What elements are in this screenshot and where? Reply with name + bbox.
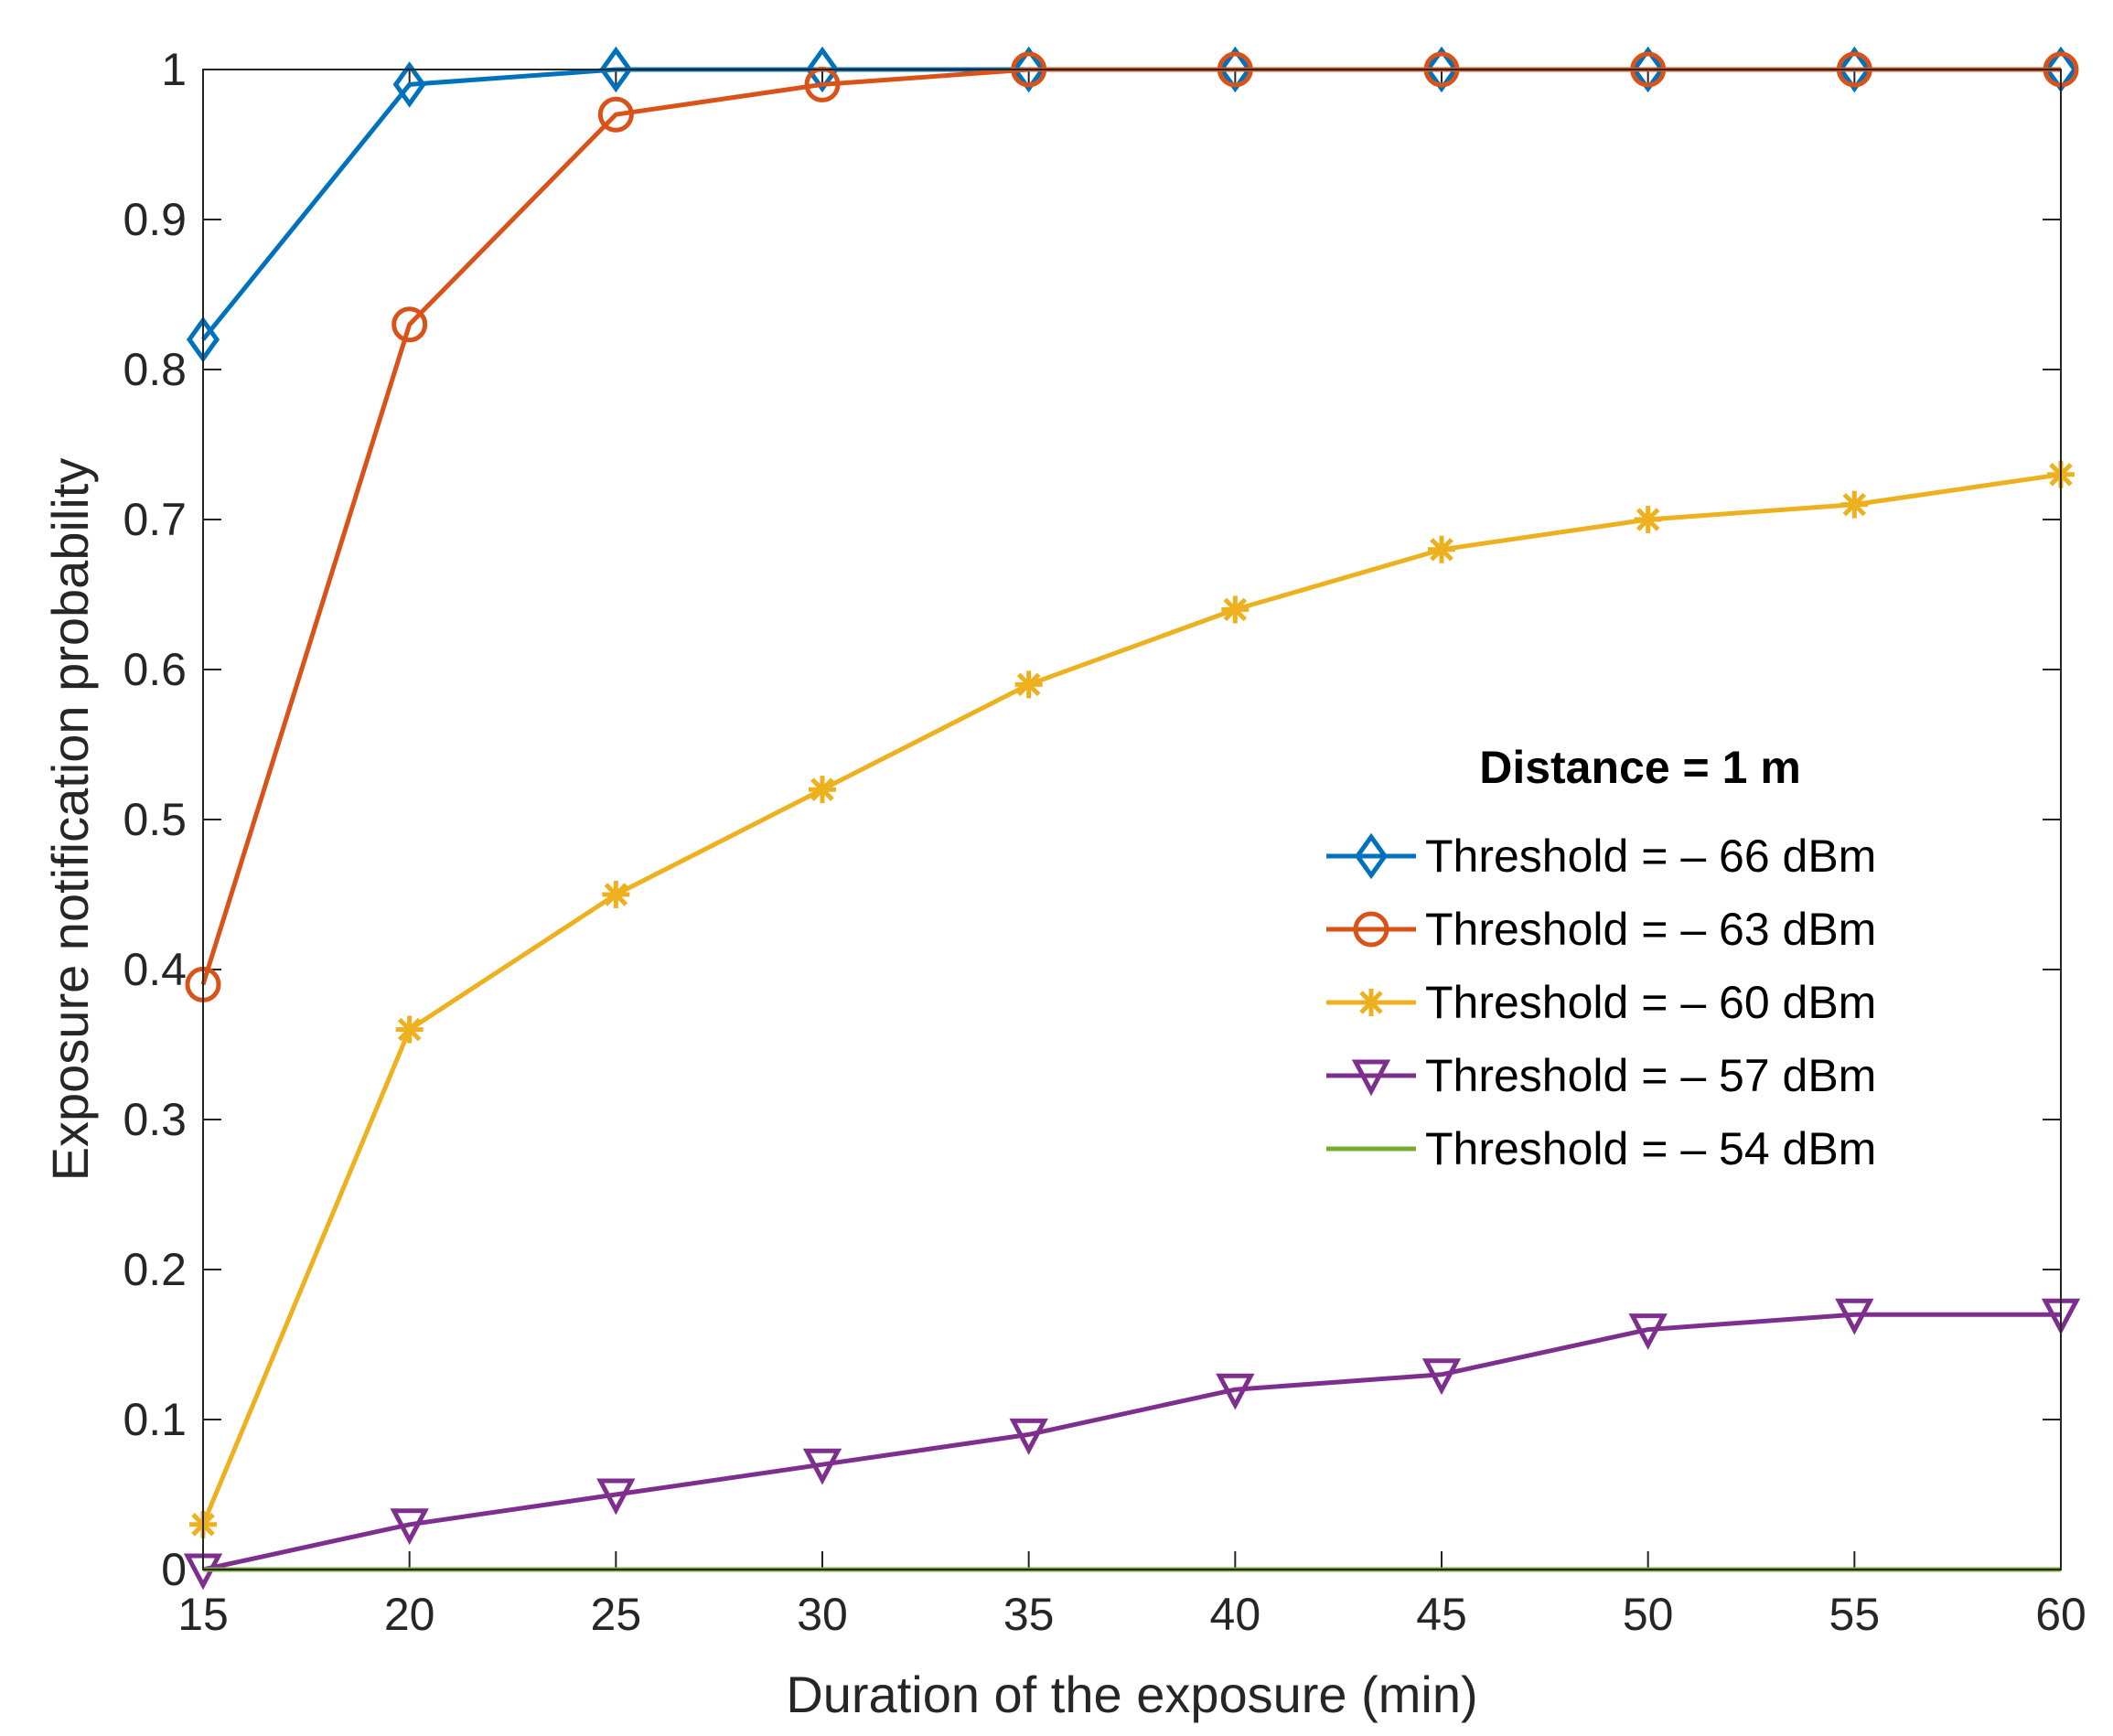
data-point	[1835, 1298, 1874, 1335]
data-point	[804, 66, 841, 102]
data-point	[1631, 46, 1665, 93]
x-axis-title: Duration of the exposure (min)	[786, 1666, 1477, 1723]
data-point	[1014, 670, 1043, 699]
data-point	[599, 46, 633, 93]
data-point	[1221, 595, 1250, 624]
series-line	[202, 1312, 2061, 1572]
legend-label: Threshold = – 54 dBm	[1425, 1123, 1876, 1174]
legend-label: Threshold = – 66 dBm	[1425, 830, 1876, 882]
y-tick-label: 0.9	[123, 194, 187, 245]
data-point	[1009, 1418, 1048, 1455]
data-point	[1218, 46, 1252, 93]
data-point	[602, 881, 630, 908]
data-point	[1634, 506, 1662, 533]
y-tick-label: 0.1	[123, 1394, 187, 1445]
y-tick-label: 1	[161, 44, 187, 95]
data-point	[1838, 46, 1872, 93]
data-point	[1428, 535, 1455, 563]
data-point	[391, 306, 428, 343]
plot-border	[202, 69, 2062, 1570]
y-tick-label: 0.8	[123, 344, 187, 395]
y-tick-label: 0.5	[123, 794, 187, 845]
legend: Distance = 1 m Threshold = – 66 dBm Thres…	[1326, 742, 1876, 1174]
x-tick-label: 60	[2035, 1589, 2086, 1640]
data-point	[802, 1448, 842, 1485]
y-tick-label: 0.2	[123, 1244, 187, 1295]
x-tick-label: 20	[384, 1589, 435, 1640]
data-point	[596, 1478, 636, 1516]
legend-label: Threshold = – 60 dBm	[1425, 977, 1876, 1028]
legend-label: Threshold = – 57 dBm	[1425, 1050, 1876, 1101]
y-tick-label: 0.4	[123, 944, 187, 995]
y-axis-title: Exposure notification probability	[41, 458, 99, 1182]
legend-entry: Threshold = – 57 dBm	[1326, 1050, 1876, 1101]
data-point	[392, 61, 426, 108]
data-point	[1216, 1373, 1255, 1410]
tick-labels: 15 20 25 30 35 40 45 50 55 60 0 0.1 0.2 0.3 0.4 0.5 0.6 0…	[123, 44, 2086, 1640]
legend-entry: Threshold = – 63 dBm	[1326, 904, 1876, 955]
plot-area	[203, 70, 2061, 1570]
series-line	[200, 472, 2062, 1526]
x-tick-label: 30	[797, 1589, 848, 1640]
x-tick-label: 15	[177, 1589, 229, 1640]
x-tick-label: 45	[1416, 1589, 1467, 1640]
data-point	[1840, 490, 1869, 519]
data-point	[1424, 46, 1459, 93]
y-tick-label: 0	[161, 1544, 187, 1595]
x-tick-label: 50	[1623, 1589, 1674, 1640]
legend-marker	[1353, 911, 1389, 948]
x-tick-label: 55	[1829, 1589, 1881, 1640]
y-tick-label: 0.7	[123, 494, 187, 545]
data-point	[390, 1508, 429, 1546]
data-point	[1628, 1313, 1668, 1350]
legend-entry: Threshold = – 66 dBm	[1326, 830, 1876, 882]
data-point	[809, 776, 836, 804]
data-point	[1012, 46, 1046, 93]
legend-label: Threshold = – 63 dBm	[1425, 904, 1876, 955]
x-tick-label: 35	[1003, 1589, 1055, 1640]
legend-marker	[1351, 1059, 1391, 1097]
data-point	[597, 96, 634, 133]
data-point	[395, 1015, 424, 1044]
y-tick-label: 0.6	[123, 644, 187, 695]
x-tick-label: 40	[1210, 1589, 1261, 1640]
legend-marker	[1357, 989, 1385, 1016]
data-point	[805, 46, 840, 93]
data-point	[1421, 1358, 1462, 1396]
x-tick-label: 25	[591, 1589, 642, 1640]
legend-title: Distance = 1 m	[1479, 742, 1801, 793]
legend-entry: Threshold = – 54 dBm	[1326, 1123, 1876, 1174]
legend-entry: Threshold = – 60 dBm	[1326, 977, 1876, 1028]
legend-marker	[1354, 832, 1389, 880]
y-tick-label: 0.3	[123, 1094, 187, 1145]
